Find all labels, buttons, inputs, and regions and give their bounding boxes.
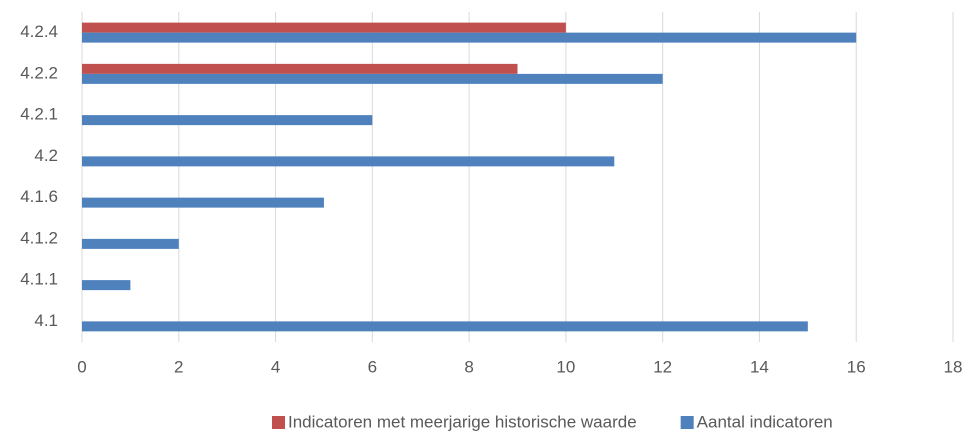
x-tick-label: 10 [556,357,575,376]
y-tick-label: 4.2.4 [20,22,58,41]
x-tick-label: 4 [271,357,280,376]
x-tick-label: 14 [750,357,769,376]
bar [82,73,663,84]
bar [82,238,179,249]
bar [82,32,857,43]
y-tick-label: 4.1.6 [20,187,58,206]
bar [82,197,324,208]
legend-swatch [680,416,694,429]
bar [82,321,808,332]
x-tick-label: 16 [847,357,866,376]
x-tick-label: 18 [944,357,963,376]
y-tick-label: 4.2.2 [20,63,58,82]
legend-swatch [272,416,285,429]
x-tick-label: 8 [464,357,473,376]
y-tick-label: 4.1.2 [20,228,58,247]
bar [82,22,566,33]
x-tick-label: 12 [653,357,672,376]
x-tick-label: 0 [77,357,86,376]
bar [82,280,131,291]
legend-label: Aantal indicatoren [697,412,833,431]
y-tick-label: 4.1.1 [20,270,58,289]
y-tick-label: 4.2.1 [20,105,58,124]
bar [82,115,373,126]
x-tick-label: 2 [174,357,183,376]
y-tick-label: 4.2 [34,146,58,165]
bar [82,156,615,167]
y-tick-label: 4.1 [34,311,58,330]
legend-label: Indicatoren met meerjarige historische w… [288,412,637,431]
x-tick-label: 6 [368,357,377,376]
bar [82,63,518,74]
